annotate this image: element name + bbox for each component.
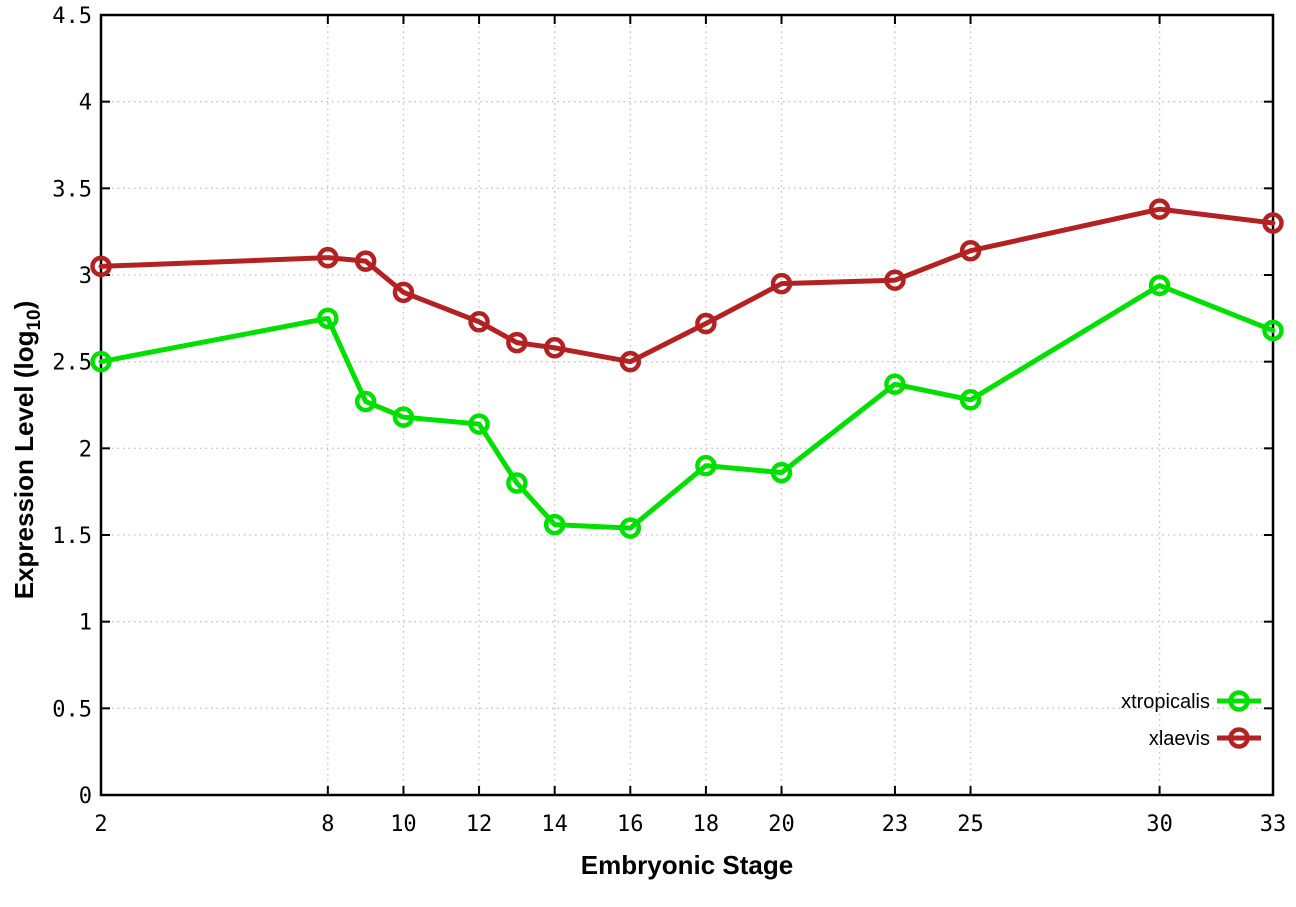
- data-point-xtropicalis-stage-2: [90, 350, 112, 373]
- data-point-xtropicalis-stage-14: [543, 513, 566, 536]
- y-tick-label: 0.5: [52, 697, 92, 722]
- data-point-xtropicalis-stage-9: [354, 390, 377, 413]
- plot-border: [99, 13, 1275, 797]
- x-tick-label: 33: [1260, 812, 1287, 837]
- y-tick-label: 2.5: [52, 351, 92, 376]
- legend-marker-circle-xlaevis: [1228, 727, 1250, 749]
- y-axis-title: Expression Level (log10): [9, 301, 45, 600]
- data-point-xlaevis-stage-12: [468, 311, 490, 333]
- y-tick-label: 0: [79, 784, 92, 809]
- x-tick-label: 25: [957, 812, 984, 837]
- data-point-xtropicalis-stage-13: [506, 472, 528, 494]
- data-point-xlaevis-stage-20: [770, 272, 793, 295]
- data-point-xtropicalis-stage-16: [619, 517, 642, 539]
- data-point-xtropicalis-stage-20: [770, 461, 793, 484]
- data-point-xlaevis-stage-8: [317, 246, 339, 269]
- data-point-xtropicalis-stage-12: [468, 413, 490, 435]
- x-tick-label: 8: [321, 812, 334, 837]
- y-tick-label: 3.5: [52, 177, 92, 202]
- y-tick-label: 4.5: [52, 4, 92, 29]
- plot-border-layer: [99, 13, 1275, 797]
- data-point-xlaevis-stage-23: [884, 269, 906, 291]
- y-tick-label: 1.5: [52, 524, 92, 549]
- tick-layer: [100, 14, 1274, 796]
- x-tick-label: 12: [466, 812, 493, 837]
- data-point-xtropicalis-stage-18: [695, 454, 717, 477]
- x-tick-label: 10: [390, 812, 417, 837]
- y-tick-label: 4: [79, 91, 92, 116]
- data-point-xlaevis-stage-33: [1262, 212, 1284, 234]
- legend-label-xtropicalis: xtropicalis: [1121, 691, 1210, 713]
- data-point-xlaevis-stage-16: [619, 350, 642, 373]
- data-point-xtropicalis-stage-33: [1262, 319, 1284, 342]
- x-tick-label: 2: [94, 812, 107, 837]
- x-tick-label: 18: [693, 812, 720, 837]
- data-point-xlaevis-stage-14: [543, 337, 566, 359]
- data-point-xtropicalis-stage-23: [884, 373, 906, 395]
- legend-entry-xtropicalis: xtropicalis: [1121, 690, 1261, 713]
- data-point-xlaevis-stage-18: [695, 312, 717, 335]
- series-layer: [90, 198, 1284, 539]
- data-point-xlaevis-stage-30: [1148, 198, 1171, 220]
- x-tick-label: 30: [1146, 812, 1173, 837]
- data-point-xtropicalis-stage-25: [959, 389, 982, 411]
- y-tick-label: 3: [79, 264, 92, 289]
- tick-label-layer: 0 0.5 1 1.5 2 2.5 3 3.5 4 4.5 2 8 10 12 14 16 18 20 23 25 30…: [52, 4, 1286, 837]
- legend-marker-circle-xtropicalis: [1228, 690, 1250, 712]
- data-point-xlaevis-stage-9: [354, 250, 377, 272]
- x-tick-label: 16: [617, 812, 644, 837]
- x-tick-label: 23: [882, 812, 909, 837]
- series-line-xtropicalis: [98, 282, 1276, 531]
- series-line-xlaevis: [98, 206, 1276, 365]
- data-point-xlaevis-stage-13: [506, 331, 528, 354]
- data-point-xtropicalis-stage-10: [392, 406, 415, 428]
- legend-entry-xlaevis: xlaevis: [1149, 727, 1261, 750]
- x-tick-label: 14: [541, 812, 568, 837]
- data-point-xlaevis-stage-25: [959, 239, 982, 262]
- legend-label-xlaevis: xlaevis: [1149, 728, 1210, 750]
- grid-layer: [101, 15, 1273, 795]
- data-point-xtropicalis-stage-8: [317, 307, 339, 330]
- data-point-xlaevis-stage-10: [392, 281, 415, 304]
- x-axis-title: Embryonic Stage: [581, 850, 793, 880]
- y-tick-label: 1: [79, 611, 92, 636]
- y-tick-label: 2: [79, 437, 92, 462]
- data-point-xtropicalis-stage-30: [1148, 274, 1171, 297]
- data-point-xlaevis-stage-2: [90, 255, 112, 278]
- x-tick-label: 20: [768, 812, 795, 837]
- legend: xtropicalis xlaevis: [1121, 690, 1261, 750]
